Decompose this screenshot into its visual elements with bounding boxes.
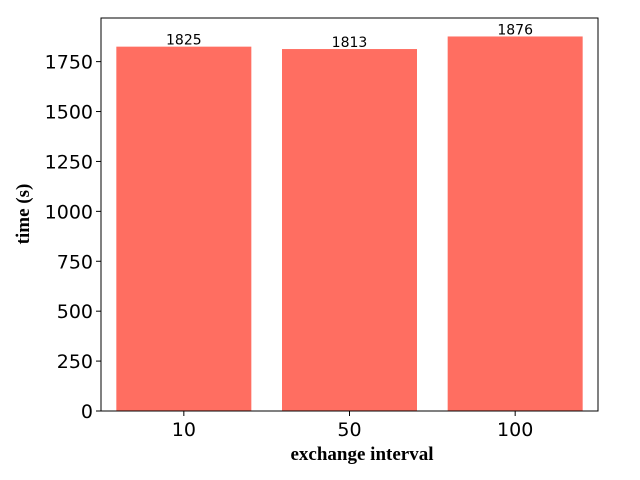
y-axis-title: time (s)	[13, 184, 34, 245]
y-tick-label-250: 250	[57, 351, 93, 373]
bar-100	[447, 36, 583, 411]
bars-layer	[116, 36, 583, 412]
x-tick-label-100: 100	[497, 419, 533, 441]
y-tick-label-1000: 1000	[45, 201, 93, 223]
y-tick-label-1250: 1250	[45, 151, 93, 173]
bar-10	[116, 46, 252, 411]
bar-50	[282, 49, 417, 412]
x-tick-label-50: 50	[337, 419, 361, 441]
x-tick-label-10: 10	[172, 419, 196, 441]
data-labels-layer: 1825 1813 1876	[166, 22, 533, 51]
data-label-10: 1825	[166, 33, 202, 49]
data-label-100: 1876	[497, 22, 533, 38]
y-tick-label-0: 0	[81, 401, 93, 423]
y-tick-label-500: 500	[57, 301, 93, 323]
x-axis-title: exchange interval	[290, 444, 433, 465]
x-axis: 10 50 100	[172, 411, 533, 441]
y-tick-label-1750: 1750	[45, 52, 93, 74]
y-axis: 0 250 500 750 1000 1250 1500 1750	[45, 52, 101, 423]
y-tick-label-750: 750	[57, 251, 93, 273]
data-label-50: 1813	[332, 35, 368, 51]
y-tick-label-1500: 1500	[45, 102, 93, 124]
